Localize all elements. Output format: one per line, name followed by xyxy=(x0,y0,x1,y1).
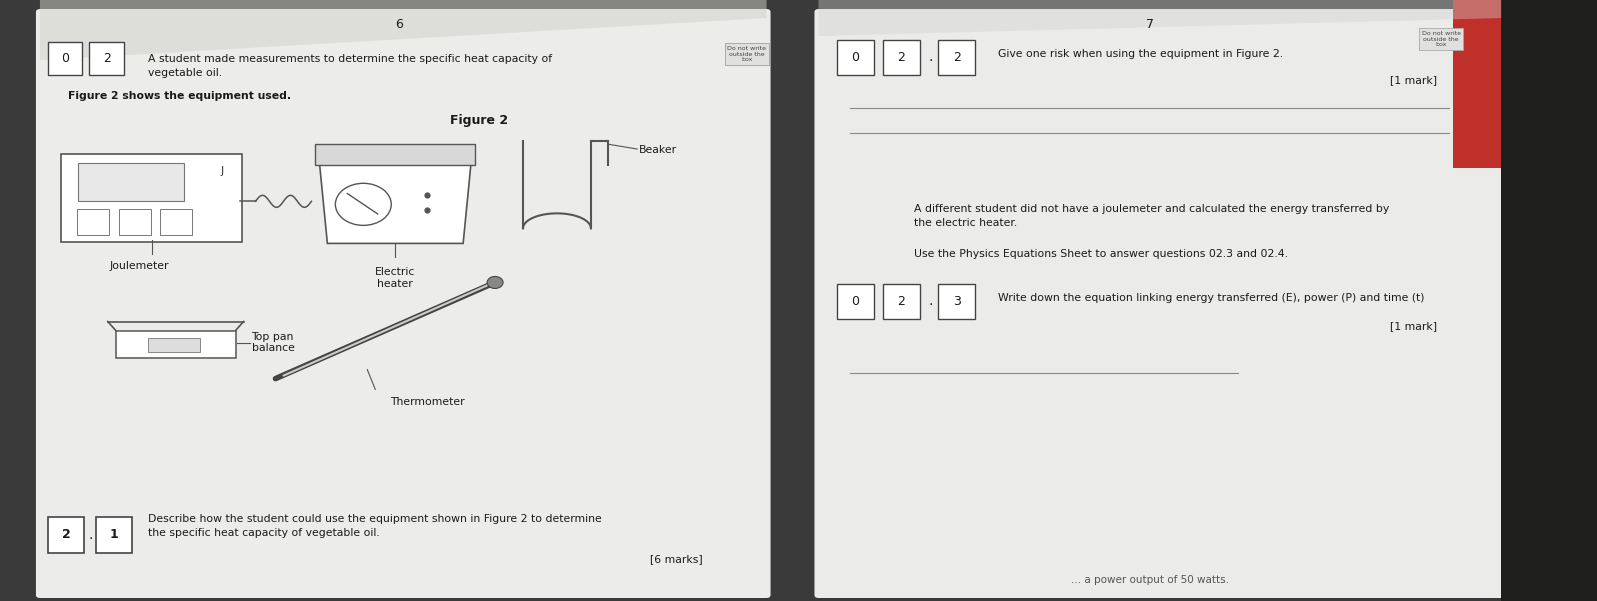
Text: Give one risk when using the equipment in Figure 2.: Give one risk when using the equipment i… xyxy=(998,49,1284,59)
Text: 0: 0 xyxy=(851,294,859,308)
Polygon shape xyxy=(818,0,1501,36)
Text: 2: 2 xyxy=(102,52,110,66)
Text: Figure 2 shows the equipment used.: Figure 2 shows the equipment used. xyxy=(67,91,291,102)
Text: Use the Physics Equations Sheet to answer questions 02.3 and 02.4.: Use the Physics Equations Sheet to answe… xyxy=(913,249,1289,260)
FancyBboxPatch shape xyxy=(883,40,920,75)
FancyBboxPatch shape xyxy=(937,40,974,75)
FancyBboxPatch shape xyxy=(115,331,235,358)
Text: 0: 0 xyxy=(851,50,859,64)
FancyBboxPatch shape xyxy=(78,163,184,201)
Text: .: . xyxy=(928,50,933,64)
FancyBboxPatch shape xyxy=(96,517,131,553)
Text: [1 mark]: [1 mark] xyxy=(1389,76,1437,85)
Polygon shape xyxy=(40,0,767,60)
Text: 0: 0 xyxy=(61,52,69,66)
Text: 1: 1 xyxy=(110,528,118,542)
Text: Electric
heater: Electric heater xyxy=(375,267,415,289)
Text: Write down the equation linking energy transferred (E), power (P) and time (t): Write down the equation linking energy t… xyxy=(998,293,1425,303)
FancyBboxPatch shape xyxy=(147,338,200,352)
Text: [6 marks]: [6 marks] xyxy=(650,554,703,564)
Text: .: . xyxy=(88,528,93,542)
Text: Describe how the student could use the equipment shown in Figure 2 to determine
: Describe how the student could use the e… xyxy=(147,514,602,538)
Text: 2: 2 xyxy=(62,528,70,542)
FancyBboxPatch shape xyxy=(37,9,770,598)
Text: .: . xyxy=(928,294,933,308)
Text: Top pan
balance: Top pan balance xyxy=(252,332,294,353)
FancyBboxPatch shape xyxy=(61,154,241,242)
FancyBboxPatch shape xyxy=(837,40,874,75)
FancyBboxPatch shape xyxy=(89,42,123,75)
Text: 2: 2 xyxy=(953,50,960,64)
Text: Figure 2: Figure 2 xyxy=(450,114,508,127)
Text: 6: 6 xyxy=(396,18,402,31)
Text: 3: 3 xyxy=(953,294,960,308)
Polygon shape xyxy=(1501,0,1597,601)
FancyBboxPatch shape xyxy=(48,42,81,75)
Polygon shape xyxy=(1453,0,1597,168)
Polygon shape xyxy=(1501,0,1597,601)
FancyBboxPatch shape xyxy=(814,9,1504,598)
Text: Thermometer: Thermometer xyxy=(390,397,465,407)
FancyBboxPatch shape xyxy=(160,209,192,235)
Text: Do not write
outside the
box: Do not write outside the box xyxy=(1421,31,1461,47)
FancyBboxPatch shape xyxy=(837,284,874,319)
FancyBboxPatch shape xyxy=(77,209,109,235)
Polygon shape xyxy=(319,162,471,243)
Text: Joulemeter: Joulemeter xyxy=(110,261,169,272)
Text: J: J xyxy=(220,166,224,176)
Text: Do not write
outside the
box: Do not write outside the box xyxy=(727,46,767,63)
FancyBboxPatch shape xyxy=(48,517,83,553)
Text: ... a power output of 50 watts.: ... a power output of 50 watts. xyxy=(1072,575,1228,585)
FancyBboxPatch shape xyxy=(118,209,150,235)
Text: Beaker: Beaker xyxy=(639,145,677,155)
Text: 2: 2 xyxy=(898,294,905,308)
FancyBboxPatch shape xyxy=(883,284,920,319)
Text: 7: 7 xyxy=(1145,18,1155,31)
Text: 2: 2 xyxy=(898,50,905,64)
FancyBboxPatch shape xyxy=(937,284,974,319)
Text: A different student did not have a joulemeter and calculated the energy transfer: A different student did not have a joule… xyxy=(913,204,1389,228)
Circle shape xyxy=(335,183,391,225)
Circle shape xyxy=(487,276,503,288)
Text: [1 mark]: [1 mark] xyxy=(1389,321,1437,331)
FancyBboxPatch shape xyxy=(316,144,476,165)
Text: A student made measurements to determine the specific heat capacity of
vegetable: A student made measurements to determine… xyxy=(147,54,553,78)
